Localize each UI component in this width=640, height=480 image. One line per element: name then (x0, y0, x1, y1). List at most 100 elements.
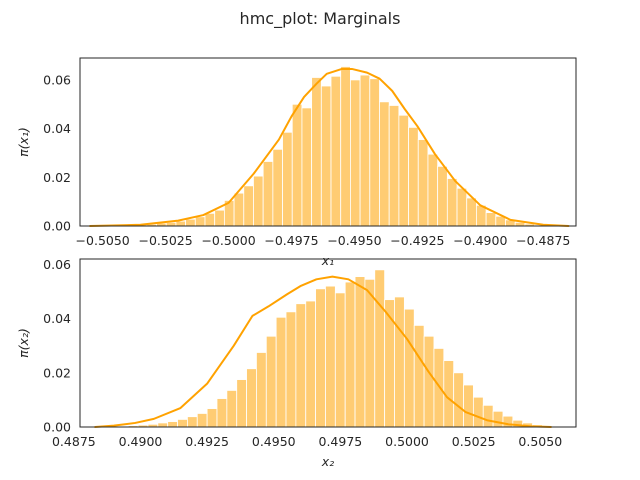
x2-histogram-bar (295, 303, 307, 428)
x1-marginal-panel: −0.5050 −0.5025 −0.5000 −0.4975 −0.4950 −0.49… (16, 57, 577, 268)
x1-histogram-bar (320, 85, 332, 227)
x1-y-tick-label: 0.06 (43, 72, 71, 87)
x2-histogram-bar (236, 379, 247, 428)
x2-x-tick-label: 0.4925 (185, 434, 229, 449)
x2-histogram-bar (275, 316, 287, 428)
x2-histogram-bar (246, 368, 257, 428)
x1-histogram-bar (379, 101, 390, 227)
x2-histogram-bar (453, 372, 464, 428)
x2-histogram-bar (433, 348, 445, 428)
x2-x-tick-label: 0.4950 (252, 434, 296, 449)
x1-histogram-bar (272, 148, 283, 227)
x1-x-tick-label: −0.4975 (264, 233, 318, 248)
x2-axes-frame (79, 258, 577, 428)
x2-histogram-bar (364, 278, 376, 428)
x2-histogram-bar (157, 422, 169, 428)
x2-histogram-bar (256, 352, 267, 428)
x1-histogram-bar (253, 175, 264, 227)
x2-histogram-bar (216, 398, 228, 428)
x1-histogram-bar (485, 212, 497, 227)
x1-histogram-bar (359, 74, 371, 227)
x2-histogram-bar (305, 300, 317, 428)
x1-histogram-bar (204, 212, 216, 227)
x2-x-tick-label: 0.5000 (385, 434, 429, 449)
x2-histogram-bar (167, 421, 178, 428)
x1-y-tick-label: 0.02 (43, 170, 71, 185)
x2-x-tick-label: 0.5050 (518, 434, 562, 449)
x1-histogram-bar (398, 114, 409, 227)
x2-x-tick-label: 0.4975 (319, 434, 363, 449)
x1-x-tick-label: −0.5000 (201, 233, 255, 248)
x1-histogram-bar (388, 105, 400, 227)
x2-histogram-bar (423, 335, 435, 428)
x2-y-tick-label: 0.06 (43, 257, 71, 272)
x1-histogram-bar (408, 126, 419, 227)
x1-histogram-bar (243, 185, 254, 227)
x1-histogram-bar (427, 153, 439, 227)
x1-histogram-bar (446, 178, 458, 227)
x1-histogram-bar (291, 103, 303, 227)
x1-histogram-bar (282, 131, 293, 227)
x2-histogram-bar (265, 335, 277, 428)
x1-histogram-bar (165, 221, 177, 227)
x2-histogram-bar (315, 288, 326, 428)
x2-kde-line (94, 275, 552, 428)
x2-histogram-bar (463, 384, 474, 428)
x1-x-tick-label: −0.4950 (327, 233, 381, 248)
x2-x-axis-label: x₂ (321, 454, 334, 469)
figure-title: hmc_plot: Marginals (240, 9, 401, 29)
x2-y-tick-label: 0.02 (43, 365, 71, 380)
x1-histogram-bar (175, 220, 187, 227)
x1-histogram-bar (514, 221, 526, 227)
x1-x-tick-label: −0.4900 (453, 233, 507, 248)
x1-y-tick-label: 0.04 (43, 121, 71, 136)
x2-histogram-bar (334, 292, 346, 428)
x1-histogram-bar (301, 107, 313, 227)
x1-axes-frame (79, 57, 577, 227)
x2-histogram-bar (384, 299, 395, 428)
x2-histogram-bar (403, 308, 415, 428)
x2-y-tick-label: 0.00 (43, 420, 71, 435)
x1-histogram-bar (311, 77, 322, 227)
x2-x-tick-label: 0.4875 (52, 434, 96, 449)
x2-histogram-bar (374, 269, 386, 428)
x1-histogram-bar (330, 75, 342, 227)
x2-histogram-bar (394, 296, 405, 428)
x2-histogram-bar (413, 324, 425, 428)
x1-histogram-bar (350, 79, 361, 227)
x1-x-tick-label: −0.5025 (138, 233, 192, 248)
x1-histogram-bar (185, 218, 196, 227)
x1-x-tick-label: −0.5050 (76, 233, 130, 248)
x2-y-axis-label: π(x₂) (16, 328, 31, 358)
x1-histogram-bar (466, 197, 477, 227)
x1-histogram-bar (417, 139, 429, 227)
x2-x-tick-label: 0.5025 (452, 434, 496, 449)
x2-y-tick-label: 0.04 (43, 311, 71, 326)
x1-x-tick-label: −0.4875 (516, 233, 570, 248)
x1-x-axis-label: x₁ (321, 253, 334, 268)
x2-histogram-bar (206, 408, 218, 428)
x1-y-axis-label: π(x₁) (16, 127, 31, 157)
x2-histogram-bar (196, 413, 208, 428)
x1-y-tick-label: 0.00 (43, 219, 71, 234)
x2-x-tick-label: 0.4900 (119, 434, 163, 449)
x2-histogram-bar (354, 276, 366, 428)
x2-histogram-bar (344, 281, 356, 428)
x1-histogram-bar (214, 209, 225, 227)
x1-histogram-bar (194, 216, 206, 227)
x1-histogram-bar (456, 187, 468, 227)
x2-marginal-panel: 0.4875 0.4900 0.4925 0.4950 0.4975 0.5000 0.50… (16, 257, 577, 469)
x2-histogram-bar (285, 311, 297, 428)
x2-histogram-bar (492, 410, 504, 428)
x1-histogram-bar (233, 192, 245, 227)
x1-histogram-bar (437, 165, 448, 227)
x1-histogram-bar (340, 66, 351, 227)
x2-histogram-bar (472, 396, 484, 428)
x2-histogram-bar (226, 390, 238, 428)
x2-histogram-bar (482, 404, 494, 428)
x2-histogram-bar (177, 419, 188, 428)
x2-histogram-bar (325, 285, 336, 428)
x1-histogram-bar (262, 161, 274, 227)
x1-x-tick-label: −0.4925 (390, 233, 444, 248)
